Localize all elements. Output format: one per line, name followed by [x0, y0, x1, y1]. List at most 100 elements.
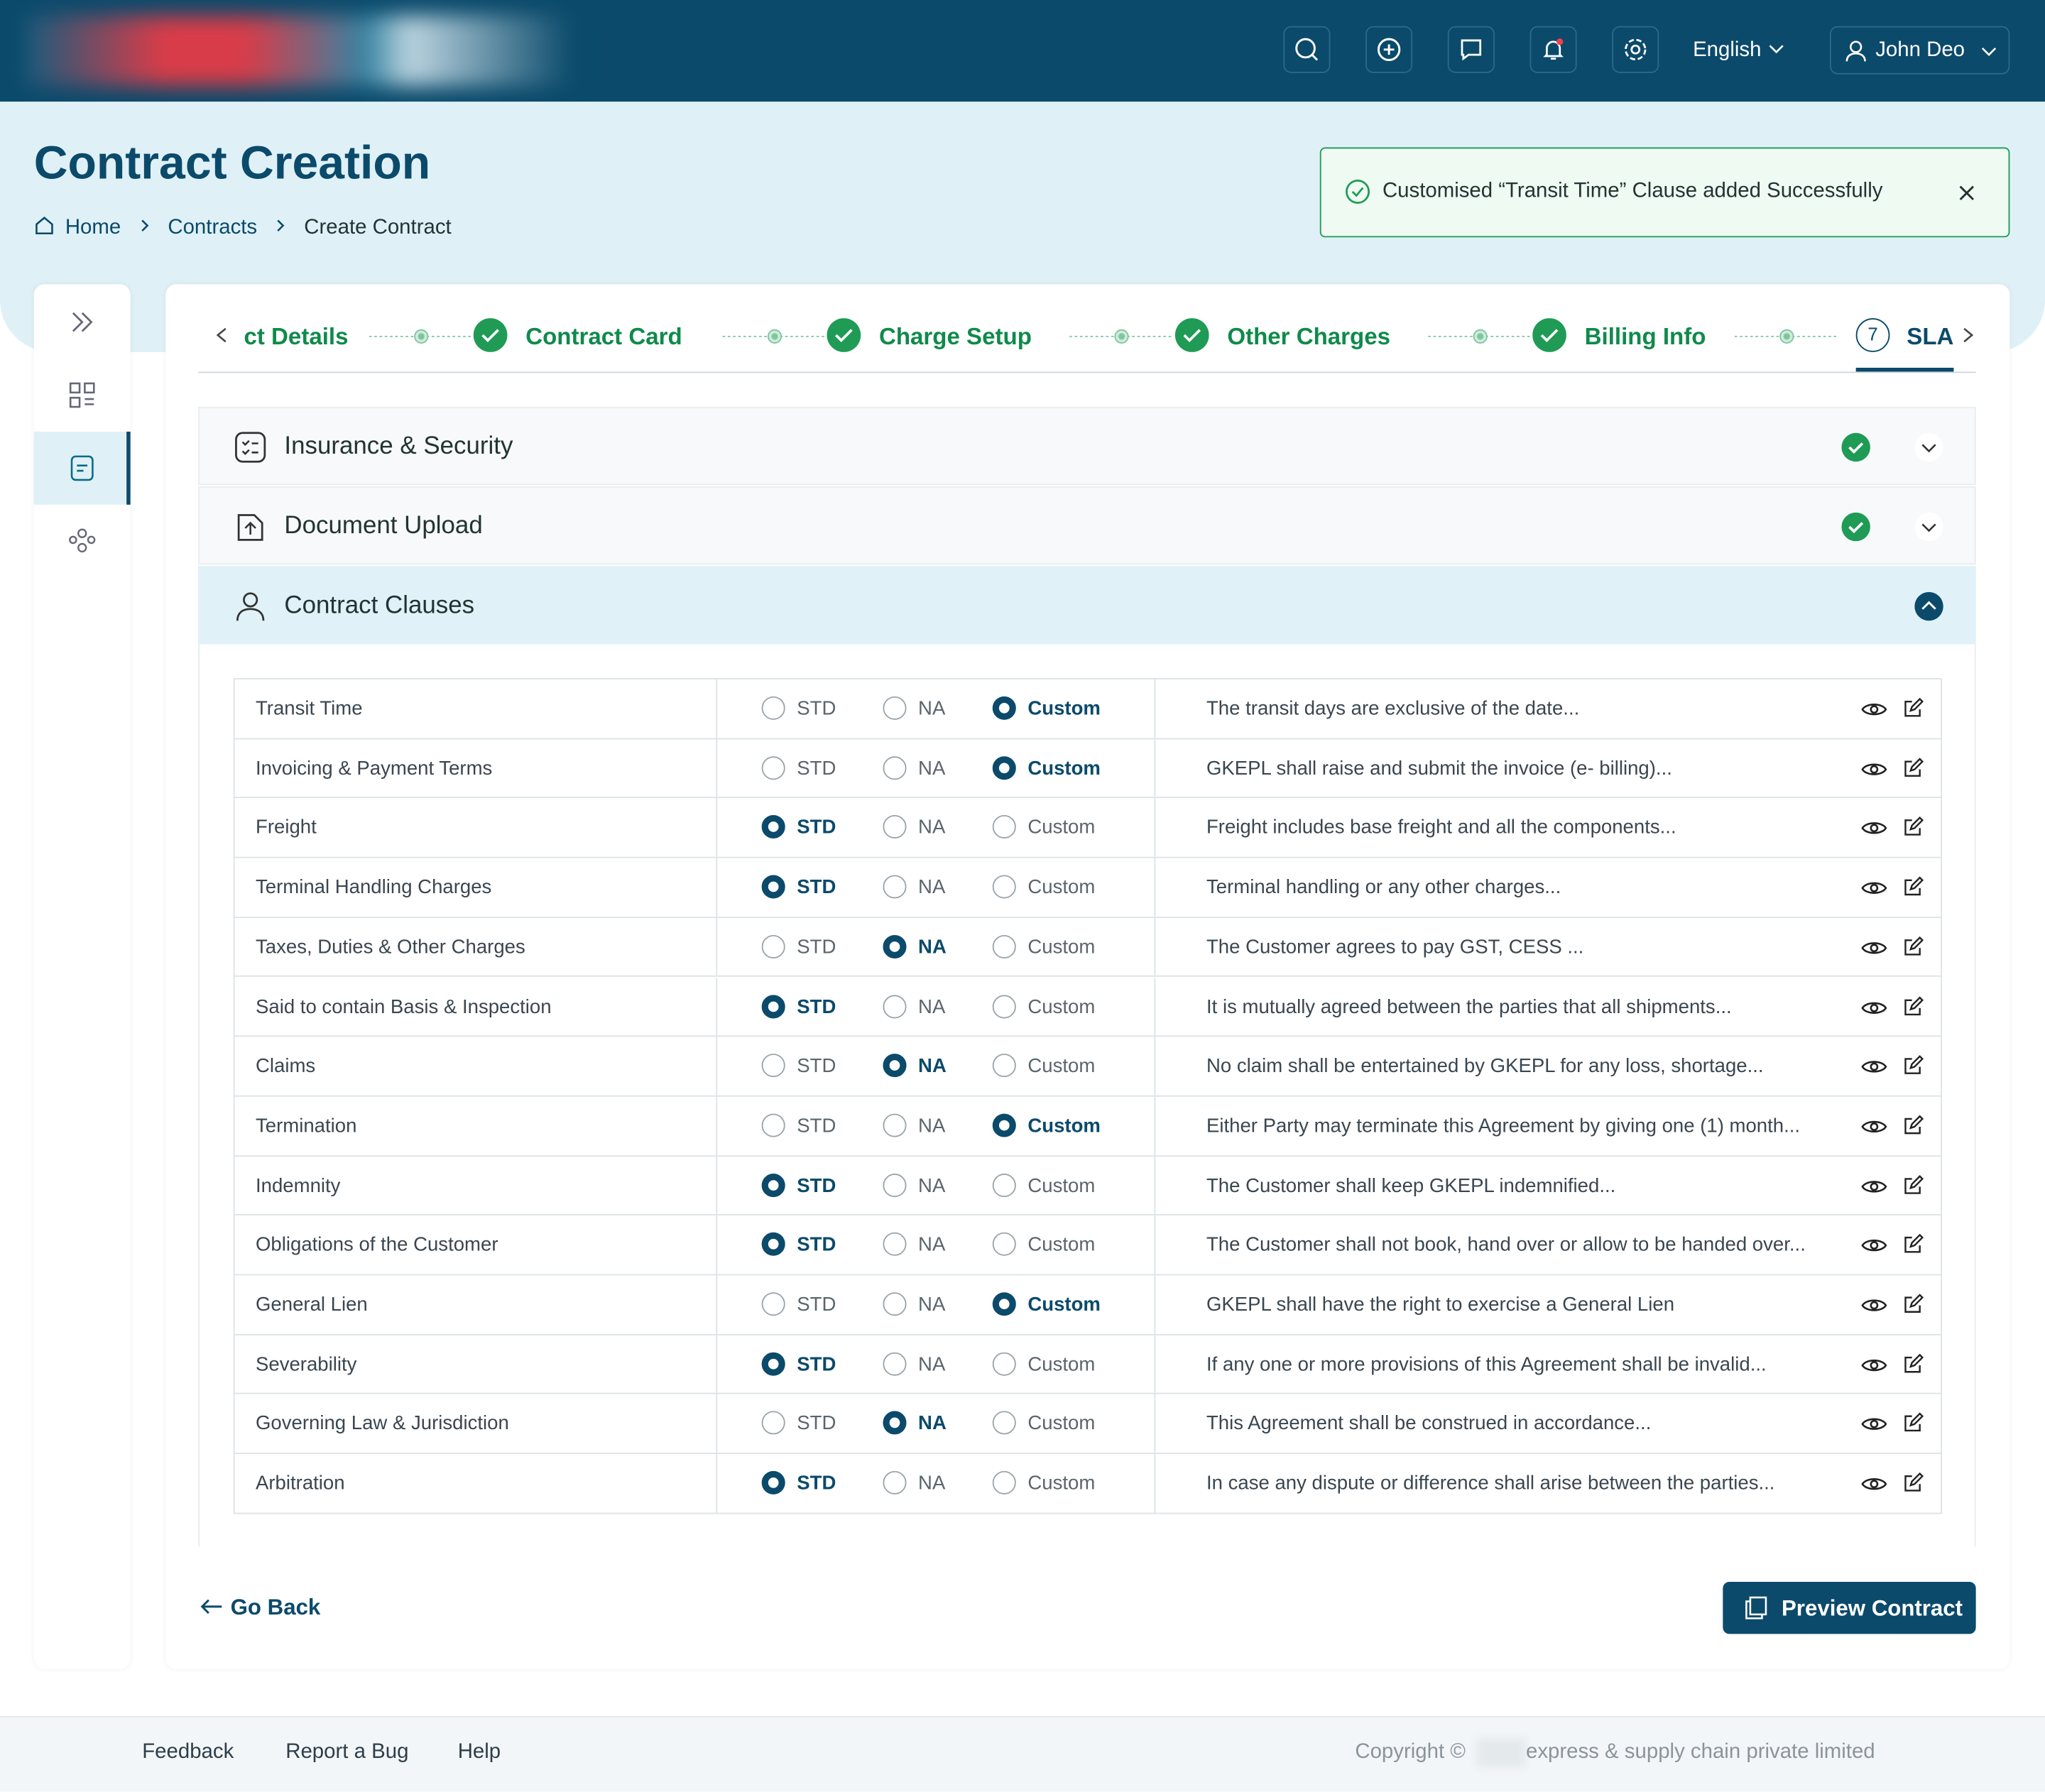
- notifications-button[interactable]: [1529, 26, 1577, 73]
- radio[interactable]: [992, 1233, 1016, 1257]
- radio-label[interactable]: STD: [797, 1472, 836, 1495]
- radio-label[interactable]: NA: [918, 1472, 946, 1495]
- radio[interactable]: [992, 994, 1016, 1018]
- expand-icon[interactable]: [69, 310, 95, 334]
- radio-label[interactable]: NA: [918, 816, 946, 839]
- radio-label[interactable]: STD: [797, 1115, 836, 1137]
- view-icon[interactable]: [1861, 878, 1887, 904]
- user-menu[interactable]: John Deo: [1829, 26, 2010, 75]
- radio-label[interactable]: STD: [797, 995, 836, 1018]
- radio[interactable]: [992, 934, 1016, 958]
- radio[interactable]: [992, 1471, 1016, 1495]
- edit-icon[interactable]: [1903, 697, 1924, 724]
- radio[interactable]: [883, 934, 907, 958]
- step[interactable]: Charge Setup: [878, 323, 1032, 350]
- edit-icon[interactable]: [1903, 995, 1924, 1022]
- radio[interactable]: [883, 815, 907, 839]
- breadcrumb[interactable]: Contracts: [168, 216, 258, 239]
- radio[interactable]: [883, 1411, 907, 1436]
- edit-icon[interactable]: [1903, 1353, 1924, 1379]
- step[interactable]: ct Details: [244, 323, 349, 350]
- view-icon[interactable]: [1861, 997, 1887, 1023]
- radio-label[interactable]: Custom: [1027, 876, 1096, 899]
- radio-label[interactable]: Custom: [1027, 1115, 1101, 1137]
- radio-label[interactable]: NA: [918, 1294, 946, 1316]
- edit-icon[interactable]: [1903, 1472, 1924, 1499]
- radio-label[interactable]: Custom: [1027, 995, 1096, 1018]
- radio-label[interactable]: NA: [918, 697, 946, 720]
- radio-label[interactable]: NA: [918, 1055, 947, 1078]
- radio-label[interactable]: STD: [797, 1174, 836, 1197]
- radio[interactable]: [992, 1173, 1016, 1197]
- users-icon[interactable]: [68, 527, 97, 555]
- radio[interactable]: [883, 696, 907, 720]
- view-icon[interactable]: [1861, 818, 1887, 844]
- radio-label[interactable]: Custom: [1027, 1055, 1096, 1078]
- radio[interactable]: [992, 755, 1016, 780]
- radio[interactable]: [883, 1233, 907, 1257]
- section-header[interactable]: Document Upload: [198, 486, 1976, 565]
- section-header[interactable]: Contract Clauses: [198, 566, 1976, 645]
- footer-link[interactable]: Feedback: [142, 1741, 234, 1764]
- step[interactable]: Contract Card: [525, 323, 682, 350]
- radio-label[interactable]: Custom: [1027, 936, 1096, 958]
- section-header[interactable]: Insurance & Security: [198, 407, 1976, 486]
- language-select[interactable]: English: [1693, 39, 1785, 62]
- section-toggle[interactable]: [1913, 591, 1944, 628]
- radio-label[interactable]: STD: [797, 697, 836, 720]
- radio-label[interactable]: Custom: [1027, 1472, 1096, 1495]
- view-icon[interactable]: [1861, 1355, 1887, 1381]
- radio-label[interactable]: Custom: [1027, 1174, 1096, 1197]
- radio-label[interactable]: Custom: [1027, 1353, 1096, 1376]
- dashboard-icon[interactable]: [69, 382, 95, 408]
- radio-label[interactable]: STD: [797, 876, 836, 899]
- breadcrumb[interactable]: Create Contract: [304, 216, 452, 239]
- radio[interactable]: [761, 875, 785, 899]
- go-back[interactable]: Go Back: [198, 1595, 320, 1621]
- add-button[interactable]: [1365, 26, 1413, 73]
- radio-label[interactable]: NA: [918, 876, 946, 899]
- view-icon[interactable]: [1861, 1414, 1887, 1441]
- edit-icon[interactable]: [1903, 1294, 1924, 1320]
- radio[interactable]: [883, 1054, 907, 1078]
- step-current[interactable]: SLA: [1907, 323, 1954, 350]
- breadcrumb[interactable]: Home: [65, 216, 121, 239]
- radio[interactable]: [883, 1292, 907, 1316]
- radio[interactable]: [761, 815, 785, 839]
- step[interactable]: Other Charges: [1227, 323, 1391, 350]
- radio-label[interactable]: Custom: [1027, 757, 1101, 780]
- radio[interactable]: [761, 1233, 785, 1257]
- radio-label[interactable]: STD: [797, 816, 836, 839]
- radio[interactable]: [992, 1352, 1016, 1376]
- view-icon[interactable]: [1861, 758, 1887, 785]
- step[interactable]: Billing Info: [1584, 323, 1706, 350]
- view-icon[interactable]: [1861, 1056, 1887, 1083]
- radio-label[interactable]: Custom: [1027, 1234, 1096, 1257]
- edit-icon[interactable]: [1903, 1413, 1924, 1439]
- radio-label[interactable]: STD: [797, 1353, 836, 1376]
- step-next[interactable]: [1961, 326, 1976, 351]
- radio-label[interactable]: STD: [797, 1234, 836, 1257]
- radio[interactable]: [992, 1113, 1016, 1137]
- radio[interactable]: [992, 1411, 1016, 1436]
- view-icon[interactable]: [1861, 1235, 1887, 1262]
- contracts-nav[interactable]: [33, 431, 131, 505]
- section-toggle[interactable]: [1913, 432, 1944, 469]
- view-icon[interactable]: [1861, 937, 1887, 963]
- radio[interactable]: [761, 994, 785, 1018]
- view-icon[interactable]: [1861, 1295, 1887, 1321]
- radio-label[interactable]: STD: [797, 936, 836, 958]
- radio[interactable]: [883, 1113, 907, 1137]
- radio[interactable]: [761, 1471, 785, 1495]
- radio[interactable]: [761, 755, 785, 780]
- radio[interactable]: [883, 1352, 907, 1376]
- radio-label[interactable]: STD: [797, 1294, 836, 1316]
- view-icon[interactable]: [1861, 1116, 1887, 1142]
- edit-icon[interactable]: [1903, 1174, 1924, 1201]
- edit-icon[interactable]: [1903, 1115, 1924, 1141]
- view-icon[interactable]: [1861, 1176, 1887, 1202]
- radio[interactable]: [992, 696, 1016, 720]
- radio[interactable]: [761, 1113, 785, 1137]
- radio-label[interactable]: Custom: [1027, 816, 1096, 839]
- radio-label[interactable]: Custom: [1027, 1294, 1101, 1316]
